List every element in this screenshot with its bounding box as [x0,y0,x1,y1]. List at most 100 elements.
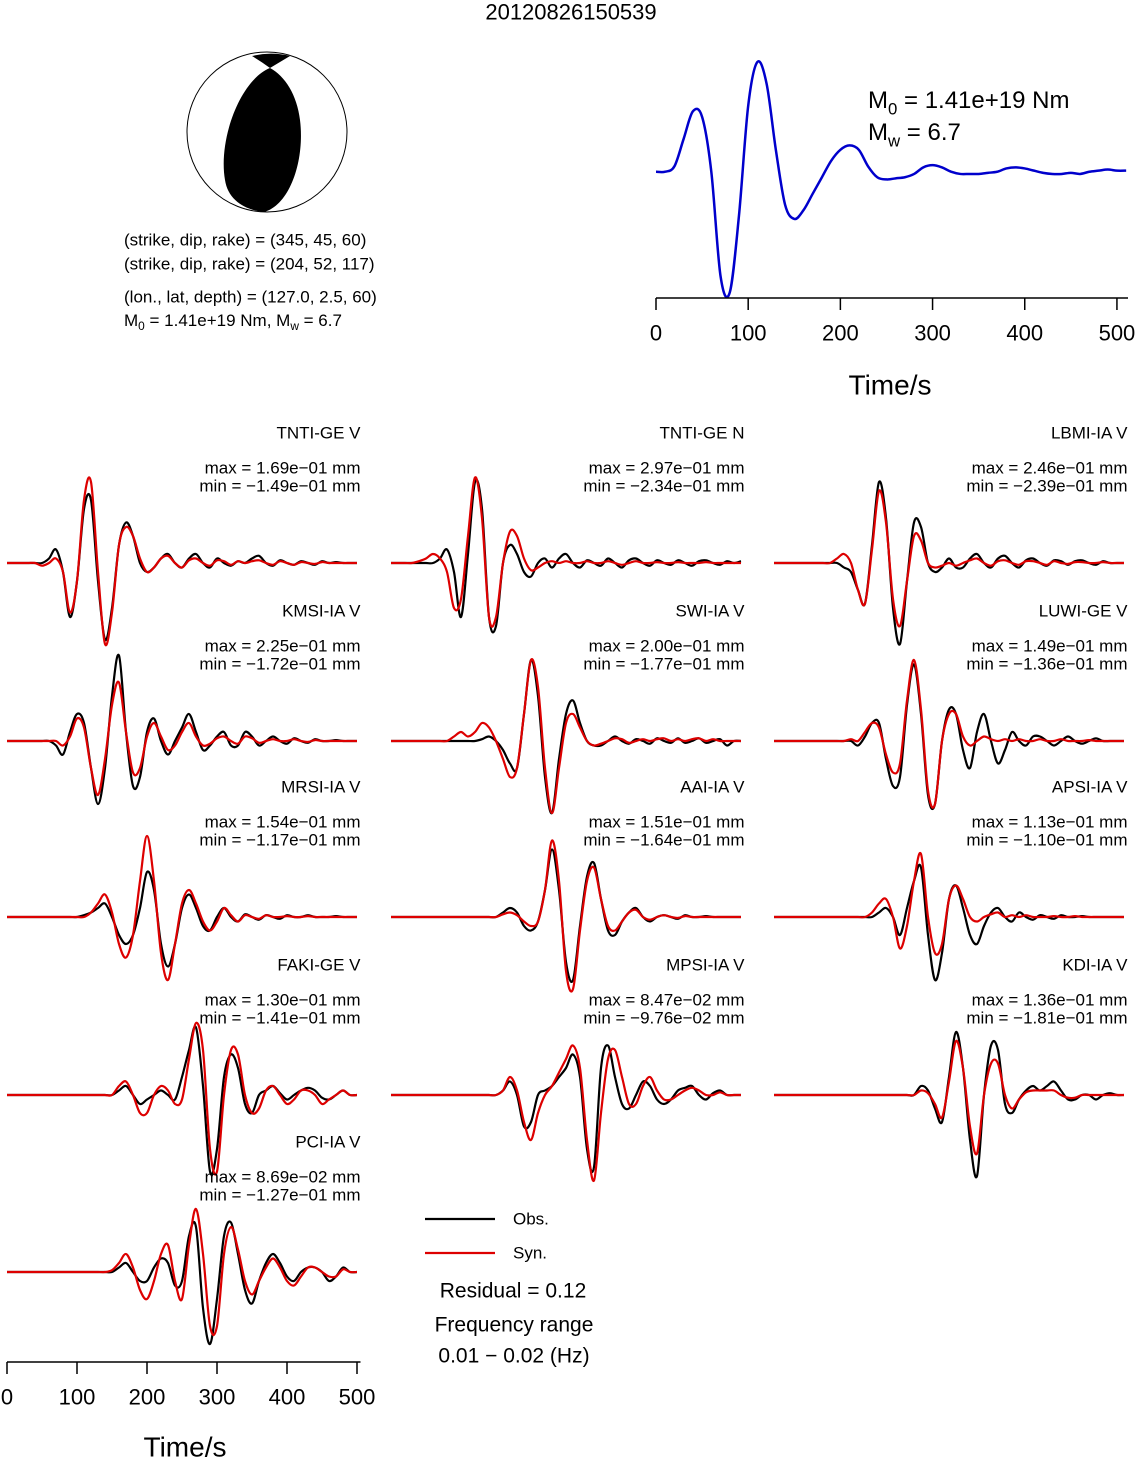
station-label: KDI-IA V [1062,956,1128,975]
synthetic-trace [6,1021,358,1176]
source-time-function [655,60,1127,299]
synthetic-trace [774,658,1124,809]
text-run: M [868,119,888,146]
max-amplitude: max = 1.30e−01 mm [205,991,361,1010]
text-run: M [124,311,138,330]
min-amplitude: min = −2.34e−01 mm [583,477,744,496]
mechanism-line: (strike, dip, rake) = (204, 52, 117) [124,255,375,274]
x-tick-label: 300 [914,321,951,346]
station-label: LUWI-GE V [1039,602,1128,621]
synthetic-trace [390,1044,741,1182]
station-label: SWI-IA V [676,602,746,621]
min-amplitude: min = −1.17e−01 mm [199,831,360,850]
x-axis-label: Time/s [849,370,932,401]
min-amplitude: min = −1.49e−01 mm [199,477,360,496]
min-amplitude: min = −1.77e−01 mm [583,655,744,674]
beachball [186,51,348,213]
station-label: TNTI-GE N [660,424,745,443]
frequency-range: 0.01 − 0.02 (Hz) [438,1345,589,1368]
synthetic-trace [391,658,741,815]
text-run: = 6.7 [299,311,342,330]
synthetic-trace [6,476,357,647]
max-amplitude: max = 1.36e−01 mm [972,991,1128,1010]
min-amplitude: min = −1.36e−01 mm [966,655,1127,674]
station-label: KMSI-IA V [282,602,361,621]
synthetic-trace [391,839,741,993]
synthetic-trace [774,851,1124,956]
min-amplitude: min = −1.72e−01 mm [199,655,360,674]
text-run: = 1.41e+19 Nm, M [145,311,291,330]
x-tick-label: 200 [129,1385,166,1410]
mechanism-text: (strike, dip, rake) = (345, 45, 60) (stri… [124,231,377,333]
max-amplitude: max = 1.13e−01 mm [972,813,1128,832]
x-axis-label: Time/s [144,1432,227,1460]
max-amplitude: max = 2.46e−01 mm [972,459,1128,478]
synthetic-trace [390,476,741,628]
station-label: FAKI-GE V [277,956,361,975]
text-run: M [868,87,888,114]
subscript: w [887,131,901,150]
synthetic-trace [773,489,1124,628]
compression-quadrant [252,53,290,68]
max-amplitude: max = 2.25e−01 mm [205,637,361,656]
compression-quadrant [223,68,301,212]
max-amplitude: max = 8.69e−02 mm [205,1168,361,1187]
subscript: 0 [888,99,897,118]
x-tick-label: 500 [1099,321,1136,346]
synthetic-trace [7,834,357,982]
figure-title: 20120826150539 [485,0,656,25]
mechanism-line: (strike, dip, rake) = (345, 45, 60) [124,231,366,250]
moment-annotation: M0 = 1.41e+19 Nm [868,87,1069,118]
observed-trace [7,870,357,968]
station-label: MRSI-IA V [281,778,361,797]
max-amplitude: max = 1.69e−01 mm [205,459,361,478]
text-run: = 6.7 [900,119,961,146]
x-tick-label: 400 [269,1385,306,1410]
max-amplitude: max = 1.51e−01 mm [589,813,745,832]
station-label: AAI-IA V [680,778,745,797]
max-amplitude: max = 1.49e−01 mm [972,637,1128,656]
subscript: w [289,319,299,333]
synthetic-trace [7,680,357,797]
mechanism-line: (lon., lat, depth) = (127.0, 2.5, 60) [124,288,377,307]
synthetic-trace [773,1039,1124,1156]
station-label: APSI-IA V [1052,778,1128,797]
x-tick-label: 200 [822,321,859,346]
min-amplitude: min = −1.27e−01 mm [199,1186,360,1205]
station-label: PCI-IA V [295,1133,361,1152]
max-amplitude: max = 8.47e−02 mm [589,991,745,1010]
station-label: MPSI-IA V [666,956,745,975]
min-amplitude: min = −2.39e−01 mm [966,477,1127,496]
x-tick-label: 100 [59,1385,96,1410]
synthetic-trace [7,1207,358,1337]
max-amplitude: max = 2.97e−01 mm [589,459,745,478]
station-label: TNTI-GE V [276,424,361,443]
x-tick-label: 0 [650,321,662,346]
residual: Residual = 0.12 [440,1280,587,1303]
frequency-title: Frequency range [435,1314,594,1337]
min-amplitude: min = −1.64e−01 mm [583,831,744,850]
station-label: LBMI-IA V [1051,424,1128,443]
subscript: 0 [138,319,145,333]
x-tick-label: 500 [339,1385,376,1410]
text-run: = 1.41e+19 Nm [897,87,1069,114]
observed-trace [390,1044,741,1174]
x-tick-label: 400 [1006,321,1043,346]
x-tick-label: 100 [730,321,767,346]
x-tick-label: 0 [1,1385,13,1410]
observed-trace [773,1030,1125,1179]
x-tick-label: 300 [199,1385,236,1410]
max-amplitude: max = 1.54e−01 mm [205,813,361,832]
max-amplitude: max = 2.00e−01 mm [589,637,745,656]
min-amplitude: min = −1.10e−01 mm [966,831,1127,850]
observed-trace [7,1220,358,1346]
moment-line: M0 = 1.41e+19 Nm, Mw = 6.7 [124,311,342,333]
legend-label: Syn. [513,1244,547,1263]
min-amplitude: min = −1.41e−01 mm [199,1009,360,1028]
legend-label: Obs. [513,1210,549,1229]
moment-annotation: Mw = 6.7 [868,119,961,150]
min-amplitude: min = −1.81e−01 mm [966,1009,1127,1028]
